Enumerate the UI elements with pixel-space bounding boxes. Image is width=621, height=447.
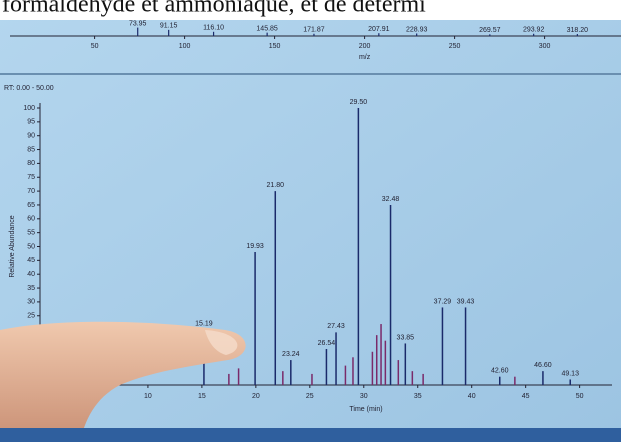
taskbar xyxy=(0,428,621,442)
page: {"caption": "formaldehyde et ammoniaque,… xyxy=(0,0,621,442)
y-tick-label: 30 xyxy=(27,299,35,306)
peak-label: 145.85 xyxy=(256,25,278,32)
y-axis-label: Relative Abundance xyxy=(9,215,16,277)
y-tick-label: 45 xyxy=(27,257,35,264)
peak-label: 37.29 xyxy=(434,298,452,305)
y-tick-label: 60 xyxy=(27,216,35,223)
peak-label: 116.10 xyxy=(203,25,224,32)
x-tick-label: 30 xyxy=(360,393,368,400)
x-tick-label: 150 xyxy=(269,43,281,50)
y-tick-label: 65 xyxy=(27,202,35,209)
peak-label: 171.87 xyxy=(303,27,325,34)
peak-label: 42.60 xyxy=(491,368,509,375)
x-tick-label: 10 xyxy=(144,393,152,400)
y-tick-label: 55 xyxy=(27,229,35,236)
x-axis-label: Time (min) xyxy=(349,406,382,413)
peak-label: 23.24 xyxy=(282,351,300,358)
x-tick-label: 50 xyxy=(576,393,584,400)
x-tick-label: 20 xyxy=(252,393,260,400)
peak-label: 49.13 xyxy=(561,370,579,377)
peak-label: 46.60 xyxy=(534,362,552,369)
y-tick-label: 40 xyxy=(27,271,35,278)
x-tick-label: 40 xyxy=(468,393,476,400)
peak-label: 39.43 xyxy=(457,298,475,305)
x-tick-label: 45 xyxy=(522,393,530,400)
peak-label: 318.20 xyxy=(567,27,589,34)
x-tick-label: 250 xyxy=(449,43,461,50)
peak-label: 269.57 xyxy=(479,27,501,34)
peak-label: 21.80 xyxy=(267,182,285,189)
y-tick-label: 75 xyxy=(27,174,35,181)
x-tick-label: 25 xyxy=(306,393,314,400)
y-tick-label: 90 xyxy=(27,133,35,140)
y-tick-label: 35 xyxy=(27,285,35,292)
peak-label: 27.43 xyxy=(327,323,345,330)
peak-label: 91.15 xyxy=(160,23,178,30)
y-tick-label: 85 xyxy=(27,146,35,153)
caption: formaldehyde et ammoniaque, et de déterm… xyxy=(2,0,426,18)
x-tick-label: 15 xyxy=(198,393,206,400)
peak-label: 33.85 xyxy=(397,334,415,341)
subtitle: RT: 0.00 - 50.00 xyxy=(4,85,54,92)
x-tick-label: 200 xyxy=(359,43,371,50)
peak-label: 207.91 xyxy=(368,26,390,33)
x-tick-label: 50 xyxy=(91,43,99,50)
peak-label: 19.93 xyxy=(246,243,264,250)
y-tick-label: 100 xyxy=(23,105,35,112)
peak-label: 228.93 xyxy=(406,26,428,33)
peak-label: 32.48 xyxy=(382,196,400,203)
x-tick-label: 100 xyxy=(179,43,191,50)
peak-label: 73.95 xyxy=(129,20,147,27)
y-tick-label: 70 xyxy=(27,188,35,195)
y-tick-label: 95 xyxy=(27,119,35,126)
peak-label: 26.54 xyxy=(318,340,336,347)
peak-label: 293.92 xyxy=(523,27,545,34)
y-tick-label: 50 xyxy=(27,243,35,250)
x-axis-label: m/z xyxy=(359,54,371,61)
screen-photo: formaldehyde et ammoniaque, et de déterm… xyxy=(0,0,621,442)
y-tick-label: 80 xyxy=(27,160,35,167)
x-tick-label: 300 xyxy=(539,43,551,50)
peak-label: 15.19 xyxy=(195,320,213,327)
peak-label: 29.50 xyxy=(350,99,368,106)
x-tick-label: 35 xyxy=(414,393,422,400)
y-tick-label: 25 xyxy=(27,313,35,320)
